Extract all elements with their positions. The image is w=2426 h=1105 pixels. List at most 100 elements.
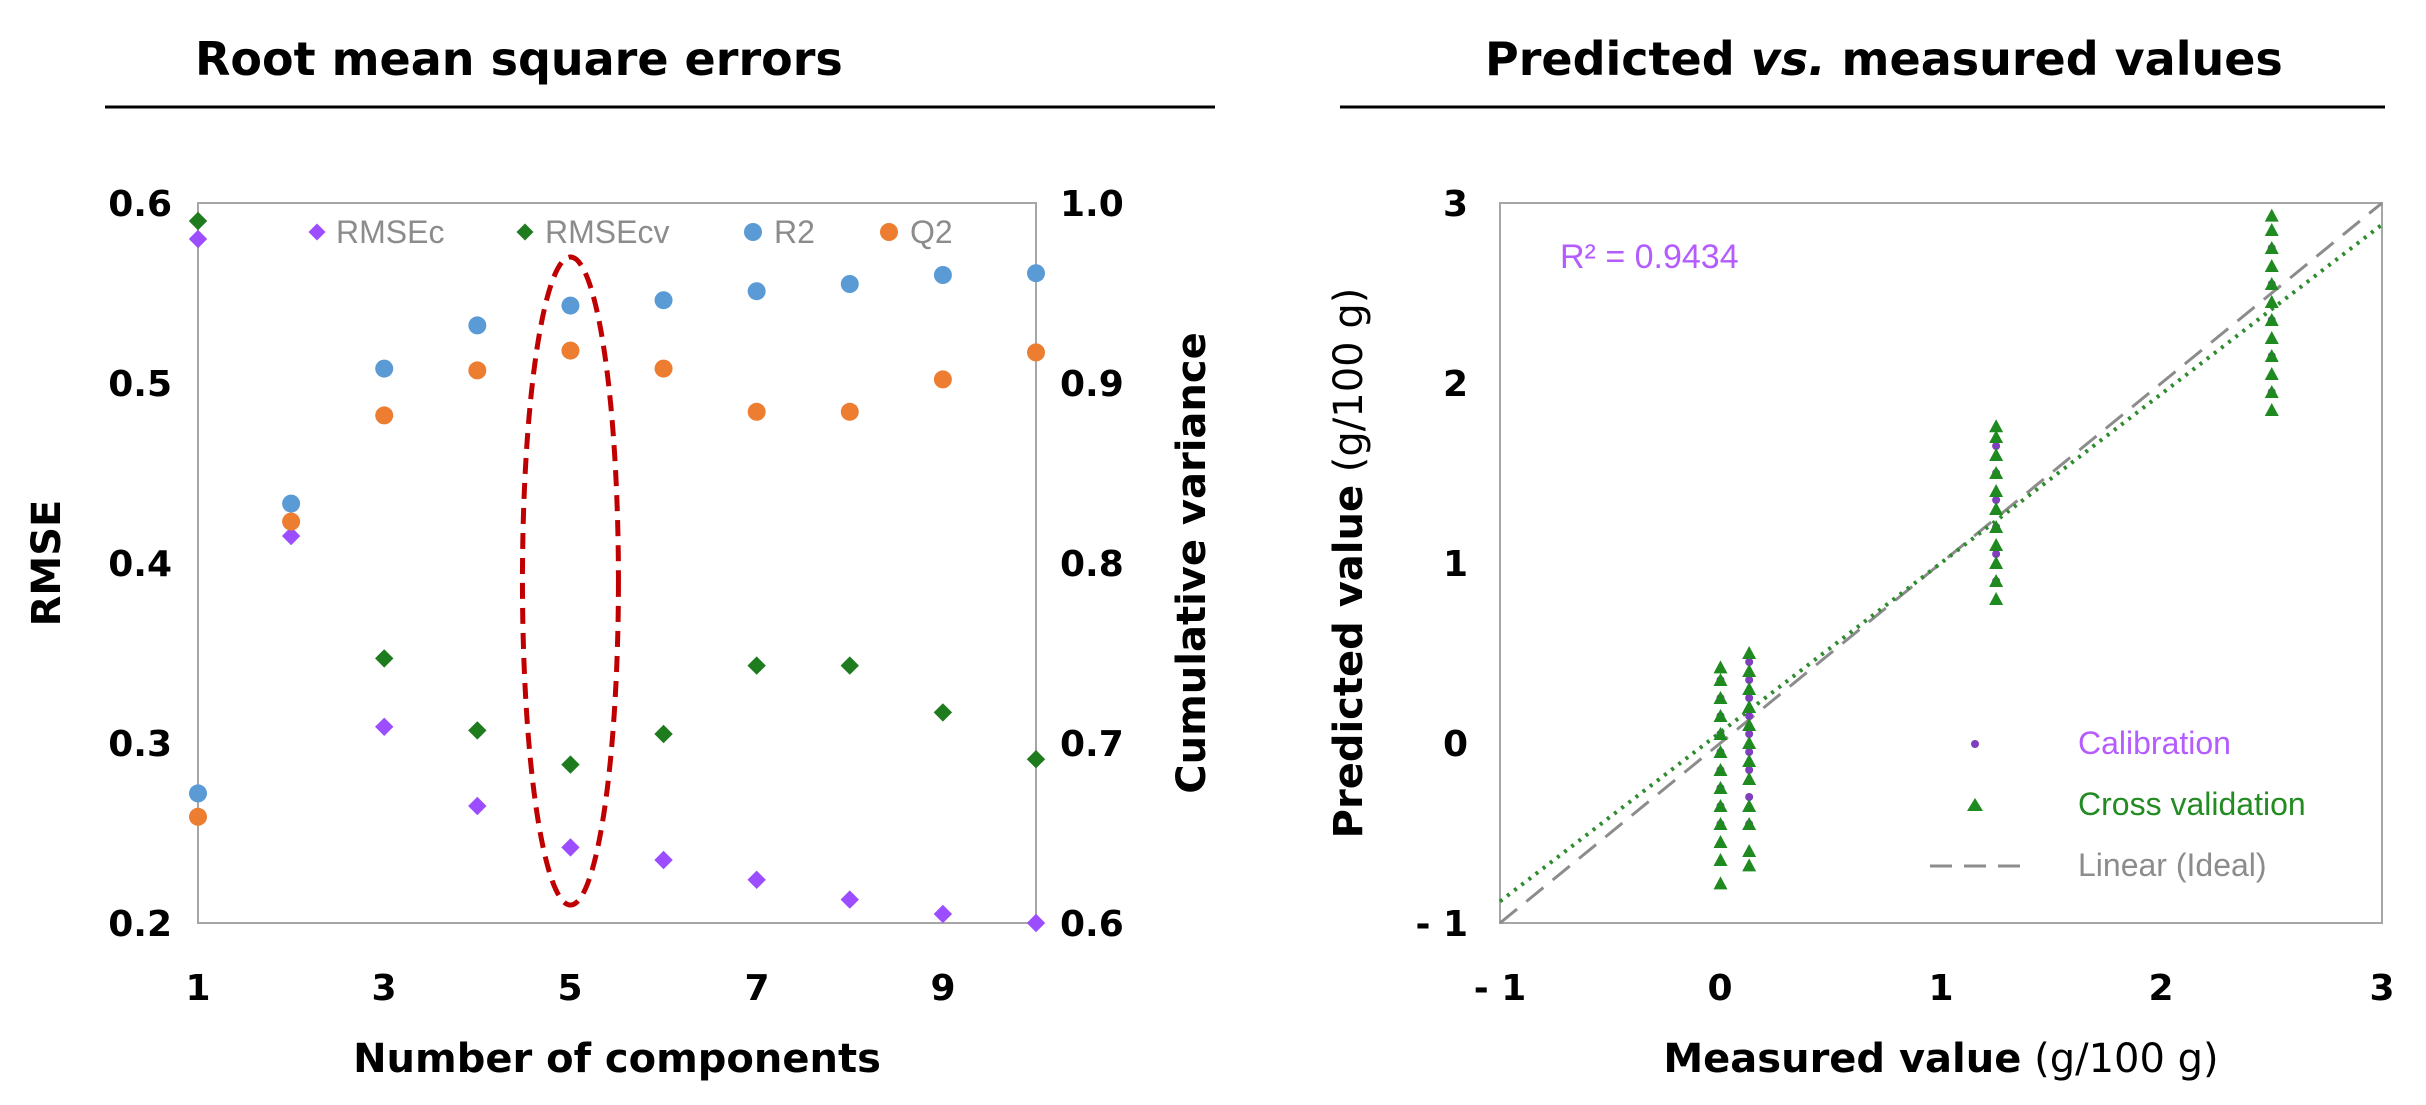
point-calibration: [1745, 676, 1754, 684]
point-cross-validation: [1742, 754, 1757, 767]
legend-label-q2: Q2: [910, 214, 953, 250]
point-q2: [282, 512, 301, 531]
point-r2: [654, 291, 673, 310]
point-calibration: [1745, 748, 1754, 756]
rmse-x-ticks: 1 3 5 7 9: [185, 968, 955, 1009]
point-r2: [561, 296, 580, 315]
point-rmsecv: [468, 721, 487, 740]
point-cross-validation: [2264, 277, 2279, 290]
point-cross-validation: [1713, 799, 1728, 812]
variance-y-tick: 0.7: [1060, 724, 1124, 765]
pred-x-tick: 0: [1707, 968, 1732, 1009]
point-cross-validation: [1713, 745, 1728, 758]
rmse-x-tick: 7: [744, 968, 769, 1009]
point-r2: [189, 784, 207, 803]
rmse-plot-area: [197, 202, 1037, 924]
point-cross-validation: [1742, 817, 1757, 830]
pred-x-tick: - 1: [1474, 968, 1527, 1009]
point-rmsecv: [933, 703, 953, 722]
point-cross-validation: [1713, 691, 1728, 704]
point-cross-validation: [2264, 331, 2279, 344]
point-rmsec: [188, 229, 208, 249]
legend-item-linear-ideal: Linear (Ideal): [1930, 847, 2267, 883]
point-cross-validation: [1742, 772, 1757, 785]
point-cross-validation: [1713, 835, 1728, 848]
legend-label-rmsecv: RMSEcv: [545, 214, 669, 250]
point-cross-validation: [1989, 430, 2004, 443]
point-cross-validation: [1742, 799, 1757, 812]
pred-x-label-main: Measured value: [1663, 1036, 2021, 1082]
point-cross-validation: [1742, 736, 1757, 749]
point-cross-validation: [1989, 520, 2004, 533]
point-cross-validation: [1742, 700, 1757, 713]
rmse-y-tick: 0.4: [108, 544, 172, 585]
point-cross-validation: [2264, 403, 2279, 416]
legend-item-rmsecv: RMSEcv: [516, 214, 669, 250]
point-calibration: [1745, 658, 1754, 666]
legend-item-q2: Q2: [880, 214, 953, 250]
point-cross-validation: [1989, 448, 2004, 461]
point-cross-validation: [1989, 556, 2004, 569]
point-cross-validation: [1989, 484, 2004, 497]
legend-marker-q2: [880, 223, 898, 241]
point-cross-validation: [2264, 208, 2279, 222]
point-rmsec: [375, 717, 394, 736]
rmse-y-tick: 0.3: [108, 724, 172, 765]
point-calibration: [1745, 730, 1754, 738]
point-calibration: [1992, 442, 2001, 450]
point-cross-validation: [1742, 844, 1757, 857]
point-cross-validation: [1742, 664, 1757, 677]
legend-label-r2: R2: [774, 214, 815, 250]
point-rmsec: [561, 838, 580, 857]
variance-y-axis-label: Cumulative variance: [1169, 332, 1215, 793]
point-calibration: [1745, 712, 1754, 720]
pred-data-points: [1713, 208, 2279, 890]
point-cross-validation: [1742, 682, 1757, 695]
point-q2: [840, 402, 859, 421]
point-rmsec: [654, 850, 673, 870]
pred-title-part: measured values: [1826, 32, 2283, 86]
point-cross-validation: [1713, 763, 1728, 776]
point-q2: [1027, 343, 1045, 362]
r-squared-label: R² = 0.9434: [1560, 238, 1739, 276]
highlight-ellipse: [519, 254, 621, 908]
point-rmsecv: [840, 656, 859, 675]
point-cross-validation: [2264, 259, 2279, 272]
point-cross-validation: [2264, 241, 2279, 254]
pred-legend: Calibration Cross validation Linear (Ide…: [1930, 725, 2306, 883]
point-rmsecv: [654, 724, 673, 744]
rmse-x-tick: 5: [557, 968, 582, 1009]
rmse-x-axis-label: Number of components: [353, 1036, 881, 1082]
pred-y-ticks: 3 2 1 0 - 1: [1415, 184, 1468, 945]
point-cross-validation: [1989, 592, 2004, 605]
point-rmsec: [933, 904, 953, 924]
point-cross-validation: [2264, 295, 2279, 308]
rmse-y-axis-label: RMSE: [24, 500, 70, 627]
point-cross-validation: [1713, 853, 1728, 866]
rmse-x-tick: 1: [185, 968, 210, 1009]
point-q2: [561, 341, 580, 360]
point-q2: [933, 370, 952, 389]
legend-marker-cross-validation: [1967, 798, 1983, 811]
rmse-y-tick: 0.2: [108, 904, 172, 945]
rmse-y-ticks: 0.6 0.5 0.4 0.3 0.2: [108, 184, 172, 945]
point-cross-validation: [1713, 673, 1728, 686]
pred-y-tick: 3: [1443, 184, 1468, 225]
point-calibration: [1745, 694, 1754, 702]
point-cross-validation: [1989, 419, 2004, 433]
point-cross-validation: [2264, 223, 2279, 236]
ideal-line: [1499, 201, 2383, 925]
pred-plot-area: [1499, 202, 2383, 924]
legend-item-rmsec: RMSEc: [308, 214, 444, 250]
rmse-x-tick: 9: [930, 968, 955, 1009]
point-q2: [747, 402, 766, 421]
variance-y-tick: 0.6: [1060, 904, 1124, 945]
point-r2: [375, 359, 394, 378]
point-rmsecv: [188, 211, 208, 231]
point-rmsecv: [561, 755, 580, 774]
point-r2: [282, 494, 301, 513]
rmse-chart-title: Root mean square errors: [195, 32, 843, 86]
pred-x-tick: 2: [2148, 968, 2173, 1009]
rmse-chart: Root mean square errors 0.6 0.5 0.4 0.3 …: [24, 32, 1215, 1082]
